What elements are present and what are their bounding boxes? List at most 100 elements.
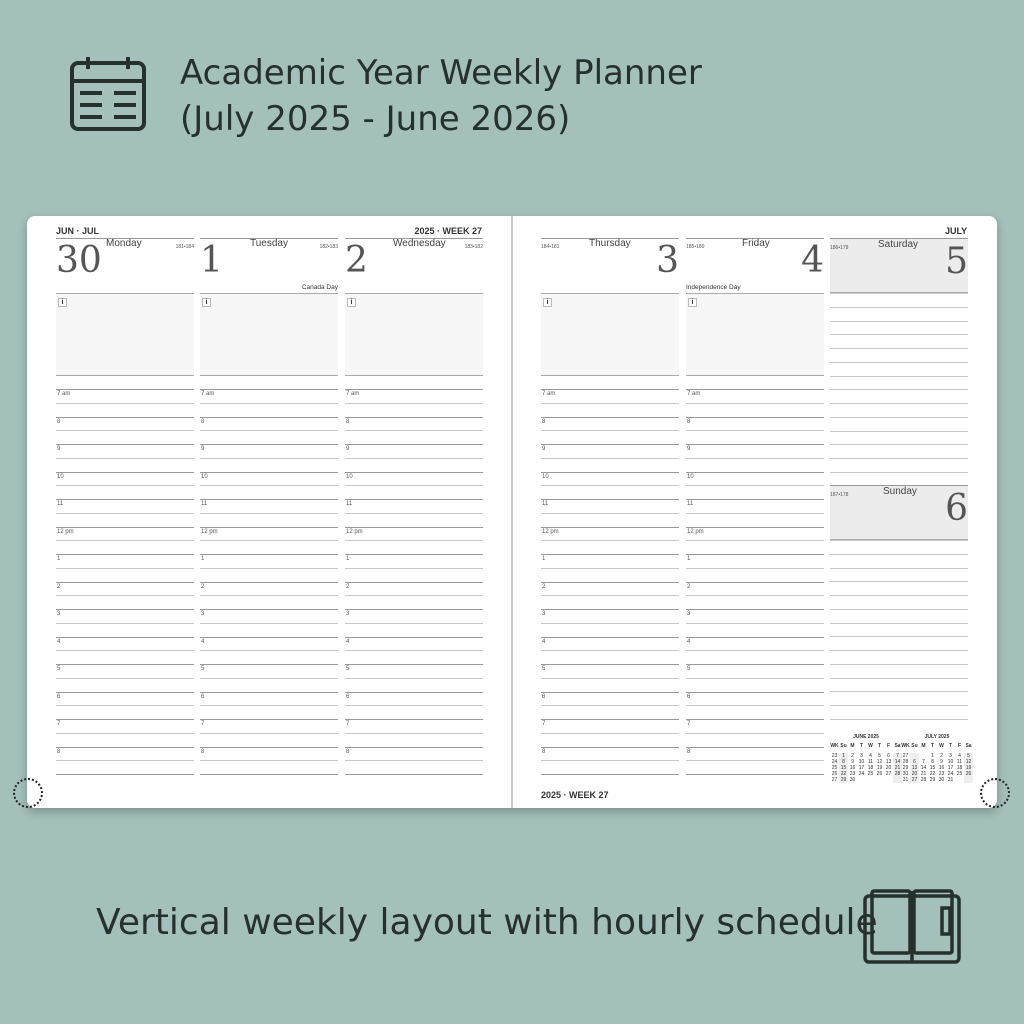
hour-slot[interactable]: 1 (56, 554, 194, 568)
half-hour-slot[interactable] (56, 540, 194, 554)
half-hour-slot[interactable] (200, 677, 338, 692)
half-hour-slot[interactable] (56, 650, 194, 664)
half-hour-slot[interactable] (686, 622, 824, 637)
half-hour-slot[interactable] (200, 760, 338, 774)
half-hour-slot[interactable] (345, 650, 483, 664)
half-hour-slot[interactable] (200, 595, 338, 609)
hour-slot[interactable]: 4 (686, 636, 824, 651)
hour-slot[interactable]: 6 (200, 691, 338, 706)
hour-slot[interactable]: 4 (541, 636, 679, 651)
half-hour-slot[interactable] (200, 485, 338, 499)
hour-slot[interactable]: 7 am (686, 389, 824, 403)
half-hour-slot[interactable] (541, 595, 679, 609)
half-hour-slot[interactable] (541, 705, 679, 719)
hour-slot[interactable]: 8 (200, 746, 338, 761)
hour-slot[interactable]: 12 pm (200, 526, 338, 541)
notes-box[interactable]: i (541, 293, 679, 376)
hour-slot[interactable]: 11 (56, 499, 194, 513)
half-hour-slot[interactable] (541, 457, 679, 472)
half-hour-slot[interactable] (686, 540, 824, 554)
hour-slot[interactable]: 1 (686, 554, 824, 568)
half-hour-slot[interactable] (686, 457, 824, 472)
hour-slot[interactable]: 2 (345, 581, 483, 596)
hour-slot[interactable]: 8 (56, 746, 194, 761)
hour-slot[interactable]: 9 (686, 444, 824, 458)
hour-slot[interactable]: 6 (686, 691, 824, 706)
half-hour-slot[interactable] (345, 677, 483, 692)
hour-slot[interactable]: 8 (200, 416, 338, 431)
hour-slot[interactable]: 9 (345, 444, 483, 458)
hour-slot[interactable]: 5 (345, 664, 483, 678)
hour-slot[interactable]: 4 (56, 636, 194, 651)
half-hour-slot[interactable] (56, 430, 194, 444)
hour-slot[interactable]: 3 (200, 609, 338, 623)
hour-slot[interactable]: 5 (541, 664, 679, 678)
hour-slot[interactable]: 7 (686, 719, 824, 733)
hour-slot[interactable]: 7 (200, 719, 338, 733)
half-hour-slot[interactable] (345, 512, 483, 527)
hour-slot[interactable]: 10 (200, 471, 338, 486)
hour-slot[interactable]: 12 pm (686, 526, 824, 541)
half-hour-slot[interactable] (200, 457, 338, 472)
weekend-line[interactable] (830, 389, 968, 403)
half-hour-slot[interactable] (200, 705, 338, 719)
half-hour-slot[interactable] (200, 732, 338, 747)
half-hour-slot[interactable] (56, 732, 194, 747)
half-hour-slot[interactable] (56, 705, 194, 719)
weekend-line[interactable] (830, 718, 968, 733)
notes-box[interactable]: i (345, 293, 483, 376)
weekend-line[interactable] (830, 622, 968, 637)
hour-slot[interactable]: 10 (686, 471, 824, 486)
half-hour-slot[interactable] (345, 595, 483, 609)
half-hour-slot[interactable] (200, 567, 338, 582)
half-hour-slot[interactable] (541, 567, 679, 582)
half-hour-slot[interactable] (541, 677, 679, 692)
half-hour-slot[interactable] (345, 540, 483, 554)
hour-slot[interactable]: 11 (200, 499, 338, 513)
hour-slot[interactable]: 3 (56, 609, 194, 623)
hour-slot[interactable]: 3 (541, 609, 679, 623)
hour-slot[interactable]: 5 (200, 664, 338, 678)
hour-slot[interactable]: 7 am (200, 389, 338, 403)
half-hour-slot[interactable] (56, 595, 194, 609)
hour-slot[interactable]: 11 (345, 499, 483, 513)
hour-slot[interactable]: 8 (345, 416, 483, 431)
half-hour-slot[interactable] (541, 512, 679, 527)
hour-slot[interactable]: 2 (200, 581, 338, 596)
hour-slot[interactable]: 6 (345, 691, 483, 706)
hour-slot[interactable]: 7 am (541, 389, 679, 403)
hour-slot[interactable]: 7 (345, 719, 483, 733)
half-hour-slot[interactable] (200, 622, 338, 637)
hour-slot[interactable]: 2 (686, 581, 824, 596)
half-hour-slot[interactable] (686, 595, 824, 609)
weekend-line[interactable] (830, 430, 968, 445)
hour-slot[interactable]: 3 (686, 609, 824, 623)
hour-slot[interactable]: 8 (345, 746, 483, 761)
half-hour-slot[interactable] (541, 430, 679, 444)
hour-slot[interactable]: 11 (541, 499, 679, 513)
half-hour-slot[interactable] (345, 760, 483, 774)
weekend-line[interactable] (830, 650, 968, 664)
notes-box[interactable]: i (686, 293, 824, 376)
half-hour-slot[interactable] (541, 650, 679, 664)
hour-slot[interactable]: 5 (56, 664, 194, 678)
half-hour-slot[interactable] (541, 760, 679, 774)
half-hour-slot[interactable] (56, 512, 194, 527)
hour-slot[interactable]: 7 am (56, 389, 194, 403)
weekend-line[interactable] (830, 334, 968, 348)
hour-slot[interactable]: 8 (686, 416, 824, 431)
hour-slot[interactable]: 11 (686, 499, 824, 513)
weekend-line[interactable] (830, 375, 968, 390)
half-hour-slot[interactable] (686, 760, 824, 774)
half-hour-slot[interactable] (541, 402, 679, 417)
half-hour-slot[interactable] (56, 485, 194, 499)
weekend-line[interactable] (830, 403, 968, 417)
hour-slot[interactable]: 7 (56, 719, 194, 733)
half-hour-slot[interactable] (686, 430, 824, 444)
half-hour-slot[interactable] (200, 540, 338, 554)
half-hour-slot[interactable] (686, 485, 824, 499)
half-hour-slot[interactable] (56, 402, 194, 417)
half-hour-slot[interactable] (345, 622, 483, 637)
half-hour-slot[interactable] (686, 512, 824, 527)
weekend-line[interactable] (830, 691, 968, 705)
